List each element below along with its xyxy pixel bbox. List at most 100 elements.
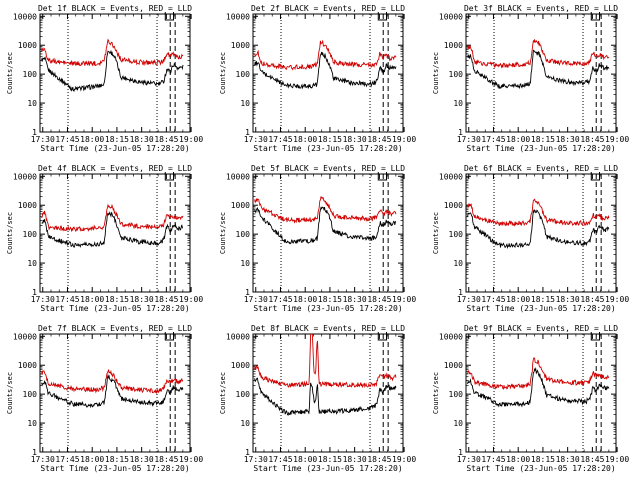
x-tick-label: 18:30	[343, 295, 367, 304]
y-tick-label: 100	[236, 390, 251, 399]
x-tick-label: 18:45	[367, 455, 391, 464]
plot-frame	[39, 173, 191, 293]
y-tick-label: 1000	[18, 361, 37, 370]
interval-bracket	[377, 12, 388, 21]
panel-title: Det 9f BLACK = Events, RED = LLD	[464, 324, 618, 333]
x-tick-label: 18:45	[367, 295, 391, 304]
interval-bracket	[164, 172, 175, 181]
x-tick-label: 17:45	[481, 295, 505, 304]
x-tick-label: 17:45	[55, 135, 79, 144]
y-axis-label: Counts/sec	[219, 212, 227, 254]
x-tick-label: 17:45	[55, 455, 79, 464]
lld-series-line	[41, 203, 184, 233]
lld-series-line	[254, 195, 397, 224]
x-axis-label: Start Time (23-Jun-05 17:28:20)	[466, 304, 615, 313]
y-tick-label: 10	[453, 259, 463, 268]
y-tick-label: 10	[27, 99, 37, 108]
x-tick-label: 18:30	[556, 135, 580, 144]
y-tick-label: 10000	[226, 12, 250, 21]
x-axis-label: Start Time (23-Jun-05 17:28:20)	[253, 144, 402, 153]
y-tick-label: 1000	[231, 361, 250, 370]
panel-title: Det 8f BLACK = Events, RED = LLD	[251, 324, 405, 333]
y-tick-label: 10000	[226, 172, 250, 181]
panel-det-8f: Det 8f BLACK = Events, RED = LLD 1 10 100 10…	[219, 324, 416, 473]
x-tick-label: 18:45	[154, 135, 178, 144]
y-tick-label: 100	[449, 70, 464, 79]
interval-bracket	[377, 332, 388, 341]
interval-bracket	[164, 12, 175, 21]
x-tick-label: 19:00	[605, 135, 629, 144]
x-tick-label: 19:00	[605, 295, 629, 304]
interval-bracket	[164, 332, 175, 341]
x-tick-label: 17:30	[244, 295, 268, 304]
events-series-line	[41, 373, 184, 409]
x-tick-label: 19:00	[179, 135, 203, 144]
x-tick-label: 18:00	[506, 295, 530, 304]
x-tick-label: 18:45	[580, 455, 604, 464]
panel-title: Det 3f BLACK = Events, RED = LLD	[464, 4, 618, 13]
plot-frame	[465, 333, 617, 453]
x-tick-label: 17:45	[481, 455, 505, 464]
y-axis-label: Counts/sec	[6, 212, 14, 254]
x-tick-label: 17:30	[244, 455, 268, 464]
panel-det-4f: Det 4f BLACK = Events, RED = LLD 1 10 100 10…	[6, 164, 203, 313]
y-tick-label: 1	[32, 128, 37, 137]
y-tick-label: 10000	[226, 332, 250, 341]
panel-title: Det 2f BLACK = Events, RED = LLD	[251, 4, 405, 13]
x-tick-label: 17:30	[457, 135, 481, 144]
panel-title: Det 5f BLACK = Events, RED = LLD	[251, 164, 405, 173]
x-tick-label: 18:45	[154, 455, 178, 464]
x-tick-label: 18:30	[556, 455, 580, 464]
panel-det-3f: Det 3f BLACK = Events, RED = LLD 1 10 100 10…	[432, 4, 629, 153]
y-tick-label: 10000	[13, 12, 37, 21]
y-tick-label: 10000	[13, 332, 37, 341]
x-tick-label: 18:00	[80, 295, 104, 304]
x-tick-label: 18:30	[556, 295, 580, 304]
y-tick-label: 10000	[13, 172, 37, 181]
interval-bracket	[377, 172, 388, 181]
x-tick-label: 18:30	[343, 455, 367, 464]
x-tick-label: 18:15	[105, 135, 129, 144]
events-series-line	[254, 206, 397, 245]
plot-frame	[465, 13, 617, 133]
x-tick-label: 18:30	[130, 455, 154, 464]
panel-det-9f: Det 9f BLACK = Events, RED = LLD 1 10 100 10…	[432, 324, 629, 473]
panel-title: Det 7f BLACK = Events, RED = LLD	[38, 324, 192, 333]
x-tick-label: 18:15	[318, 455, 342, 464]
y-tick-label: 1000	[18, 41, 37, 50]
x-tick-label: 18:00	[506, 135, 530, 144]
y-tick-label: 1	[458, 128, 463, 137]
x-axis-label: Start Time (23-Jun-05 17:28:20)	[253, 464, 402, 473]
y-tick-label: 1	[245, 288, 250, 297]
x-tick-label: 18:15	[318, 295, 342, 304]
y-axis-label: Counts/sec	[219, 372, 227, 414]
y-tick-label: 10	[27, 419, 37, 428]
panel-det-5f: Det 5f BLACK = Events, RED = LLD 1 10 100 10…	[219, 164, 416, 313]
panel-title: Det 1f BLACK = Events, RED = LLD	[38, 4, 192, 13]
x-tick-label: 18:00	[506, 455, 530, 464]
lld-series-line	[41, 38, 184, 67]
panel-title: Det 4f BLACK = Events, RED = LLD	[38, 164, 192, 173]
y-tick-label: 1000	[444, 361, 463, 370]
y-tick-label: 10	[453, 99, 463, 108]
events-series-line	[41, 211, 184, 248]
x-axis-label: Start Time (23-Jun-05 17:28:20)	[466, 464, 615, 473]
x-tick-label: 19:00	[179, 295, 203, 304]
y-tick-label: 1000	[18, 201, 37, 210]
x-tick-label: 18:15	[531, 295, 555, 304]
y-tick-label: 1000	[444, 41, 463, 50]
x-tick-label: 19:00	[179, 455, 203, 464]
x-tick-label: 18:45	[367, 135, 391, 144]
x-axis-label: Start Time (23-Jun-05 17:28:20)	[40, 464, 189, 473]
y-tick-label: 10000	[439, 12, 463, 21]
plot-frame	[252, 333, 404, 453]
x-tick-label: 18:00	[293, 295, 317, 304]
x-tick-label: 17:30	[457, 295, 481, 304]
lld-series-line	[254, 334, 397, 389]
plot-frame	[39, 13, 191, 133]
plot-frame	[252, 13, 404, 133]
y-tick-label: 100	[236, 70, 251, 79]
x-axis-label: Start Time (23-Jun-05 17:28:20)	[40, 144, 189, 153]
interval-bracket	[590, 332, 601, 341]
